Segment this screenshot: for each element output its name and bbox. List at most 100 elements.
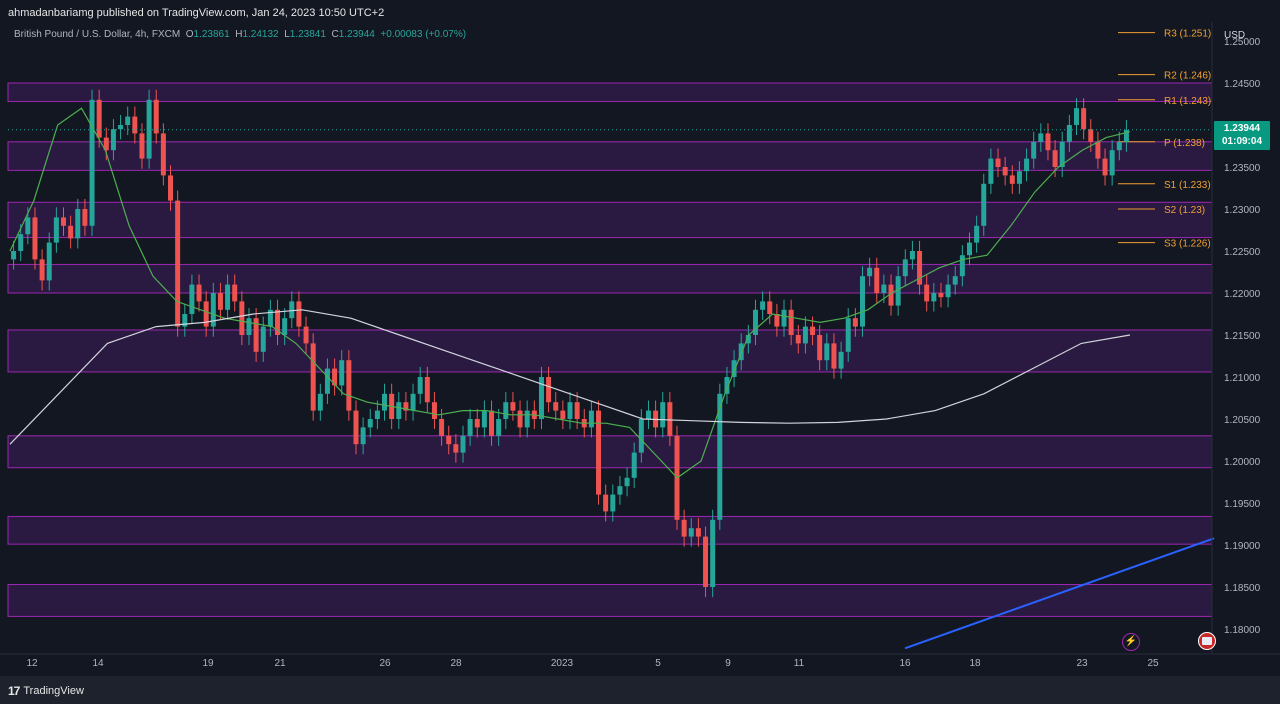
ma-slow-line [9,309,1131,445]
candle-body [11,251,17,260]
candle-body [645,410,651,419]
candle-body [966,242,972,256]
publish-info: ahmadanbariamg published on TradingView.… [8,7,385,19]
candle-body [574,402,580,419]
candle-body [838,351,844,369]
candle-body [738,343,744,361]
candle-body [417,377,423,394]
candle-body [767,301,773,314]
candle-body [374,410,380,419]
candle-body [431,402,437,419]
candle-body [25,217,31,235]
last-price-tag: 1.23944 01:09:04 [1214,121,1270,150]
candle-body [317,393,323,411]
time-tick: 28 [450,658,462,669]
time-tick: 2023 [551,658,574,669]
time-tick: 5 [655,658,661,669]
price-chart[interactable]: R3 (1.251) R2 (1.246) R1 (1.243) P (1.238) S… [0,22,1280,676]
uk-flag-icon[interactable] [1198,632,1216,650]
price-tick: 1.22000 [1224,289,1261,300]
candle-body [895,276,901,306]
candle-body [638,419,644,453]
pivot-label: R2 (1.246) [1164,71,1211,82]
candle-body [103,137,109,151]
candle-body [931,293,937,302]
time-tick: 16 [899,658,911,669]
candle-body [474,419,480,428]
low-value: 1.23841 [289,29,326,40]
candle-body [1002,167,1008,176]
candle-body [731,360,737,377]
footer-bar [0,676,1280,704]
candle-body [196,284,202,302]
price-tick: 1.21000 [1224,373,1261,384]
candle-body [617,486,623,495]
pivot-label: S3 (1.226) [1164,239,1211,250]
candle-body [624,477,630,487]
candle-body [717,393,723,520]
open-label: O [185,29,194,40]
candle-body [802,326,808,344]
candle-body [396,402,402,419]
time-tick: 21 [274,658,286,669]
candle-body [153,99,159,134]
candle-body [867,267,873,277]
candle-body [724,377,730,394]
candle-body [132,116,138,134]
candle-body [346,360,352,411]
candle-body [503,402,509,419]
candle-body [681,519,687,537]
candle-body [1038,133,1044,142]
candle-body [517,410,523,428]
candle-body [1031,141,1037,159]
candle-body [831,343,837,369]
candle-body [631,452,637,478]
candle-body [1116,141,1122,151]
bolt-icon[interactable]: ⚡ [1122,633,1140,651]
candle-body [75,209,81,239]
candle-body [781,309,787,327]
pivot-label: P (1.238) [1164,138,1205,149]
change-value: +0.00083 (+0.07%) [380,29,467,40]
candle-body [125,116,131,125]
candle-body [1074,108,1079,125]
candle-body [710,519,716,587]
candle-body [660,402,666,428]
candle-body [53,217,59,243]
time-tick: 25 [1147,658,1159,669]
candle-body [182,314,188,327]
candle-body [788,309,794,335]
candle-body [339,360,345,386]
candle-body [296,301,302,327]
candle-body [146,99,152,159]
sr-zone [7,515,1213,545]
candle-body [353,410,359,445]
candle-body [481,410,487,428]
candle-body [217,293,223,310]
price-tick: 1.23500 [1224,163,1261,174]
candle-body [959,255,965,277]
candle-body [538,377,544,419]
candle-body [695,528,701,537]
candle-body [1095,141,1101,159]
time-tick: 12 [26,658,38,669]
candle-body [160,133,166,176]
brand[interactable]: 17 TradingView [8,684,84,698]
candle-body [667,402,673,436]
close-value: 1.23944 [338,29,375,40]
candle-body [232,284,238,302]
time-tick: 26 [379,658,391,669]
candle-body [845,318,851,352]
time-tick: 11 [794,658,805,669]
price-tick: 1.18000 [1224,625,1261,636]
price-tick: 1.19500 [1224,499,1261,510]
candle-body [96,99,102,138]
candle-body [203,301,209,327]
candle-body [952,276,958,285]
candle-body [603,494,609,512]
candle-body [332,368,338,386]
candle-body [139,133,145,159]
candle-body [303,326,309,344]
candle-body [510,402,516,411]
candle-body [881,284,887,293]
